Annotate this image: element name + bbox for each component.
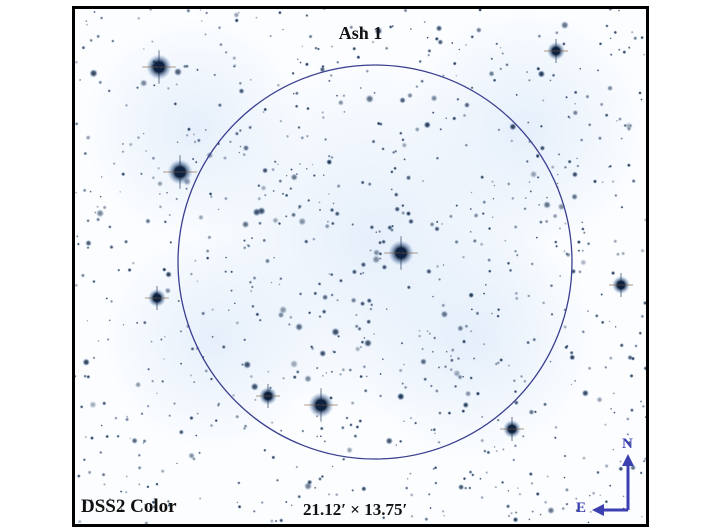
sky-image-frame: Ash 1 DSS2 Color 21.12′ × 13.75′ N E	[72, 6, 649, 527]
cluster-title: Ash 1	[338, 23, 383, 43]
east-label: E	[576, 500, 587, 516]
compass-arrows-icon	[592, 454, 634, 516]
north-label: N	[622, 436, 633, 452]
field-of-view-label: 21.12′ × 13.75′	[303, 500, 408, 519]
cluster-radius-circle	[177, 64, 573, 460]
star-field	[75, 9, 646, 524]
survey-label: DSS2 Color	[81, 496, 177, 517]
compass-rose: N E	[576, 436, 640, 518]
